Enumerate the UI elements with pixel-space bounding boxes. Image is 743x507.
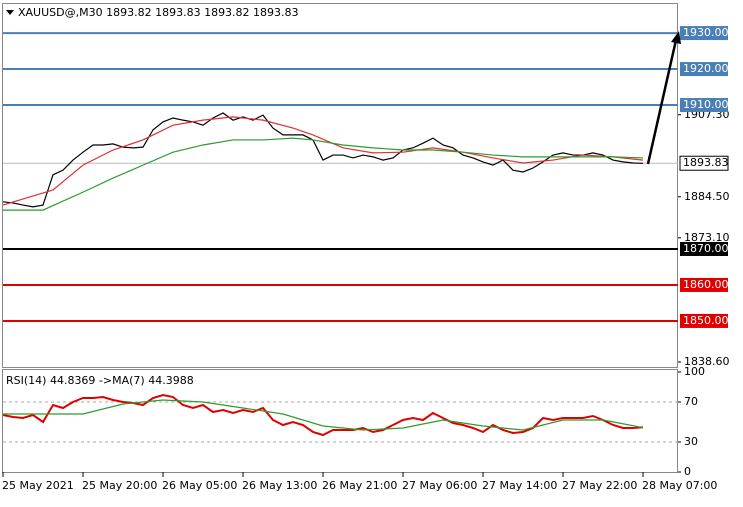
arrow-head bbox=[671, 31, 681, 44]
x-tick-label: 25 May 2021 bbox=[2, 479, 74, 492]
x-tick-label: 25 May 20:00 bbox=[82, 479, 157, 492]
level-label: 1870.00 bbox=[683, 242, 729, 255]
series-line bbox=[2, 393, 644, 437]
y-tick-label: 30 bbox=[684, 435, 698, 448]
level-label: 1920.00 bbox=[683, 62, 729, 75]
level-label: 1850.00 bbox=[683, 314, 729, 327]
level-label: 1910.00 bbox=[683, 98, 729, 111]
series-line bbox=[2, 112, 644, 208]
rsi-title: RSI(14) 44.8369 ->MA(7) 44.3988 bbox=[6, 374, 194, 387]
series-line bbox=[3, 399, 644, 431]
x-tick-label: 28 May 07:00 bbox=[642, 479, 717, 492]
price-panel bbox=[2, 3, 678, 368]
x-tick-label: 26 May 13:00 bbox=[242, 479, 317, 492]
level-box bbox=[680, 313, 728, 328]
y-tick-label: 0 bbox=[684, 465, 691, 478]
arrow-shaft bbox=[646, 39, 678, 165]
level-box bbox=[680, 62, 728, 77]
level-label: 1860.00 bbox=[683, 278, 729, 291]
level-box bbox=[680, 277, 728, 292]
last-price-box bbox=[679, 155, 729, 171]
x-tick-label: 27 May 14:00 bbox=[482, 479, 557, 492]
x-tick-label: 27 May 06:00 bbox=[402, 479, 477, 492]
x-tick-label: 27 May 22:00 bbox=[562, 479, 637, 492]
y-tick-label: 1838.60 bbox=[684, 355, 730, 368]
arrow bbox=[646, 31, 681, 165]
y-tick-label: 100 bbox=[684, 365, 705, 378]
y-tick-label: 1884.50 bbox=[684, 190, 730, 203]
level-box bbox=[680, 26, 728, 41]
y-tick-label: 70 bbox=[684, 395, 698, 408]
series-line bbox=[2, 116, 644, 206]
y-tick-label: 1873.10 bbox=[684, 231, 730, 244]
menu-triangle bbox=[6, 10, 14, 15]
last-price-label: 1893.83 bbox=[683, 156, 729, 169]
level-box bbox=[680, 98, 728, 113]
x-tick-label: 26 May 05:00 bbox=[162, 479, 237, 492]
rsi-panel bbox=[2, 369, 678, 473]
price-title: XAUUSD@,M30 1893.82 1893.83 1893.82 1893… bbox=[18, 6, 299, 19]
series-line bbox=[3, 137, 644, 211]
level-box bbox=[680, 241, 728, 256]
level-label: 1930.00 bbox=[683, 26, 729, 39]
x-tick-label: 26 May 21:00 bbox=[322, 479, 397, 492]
